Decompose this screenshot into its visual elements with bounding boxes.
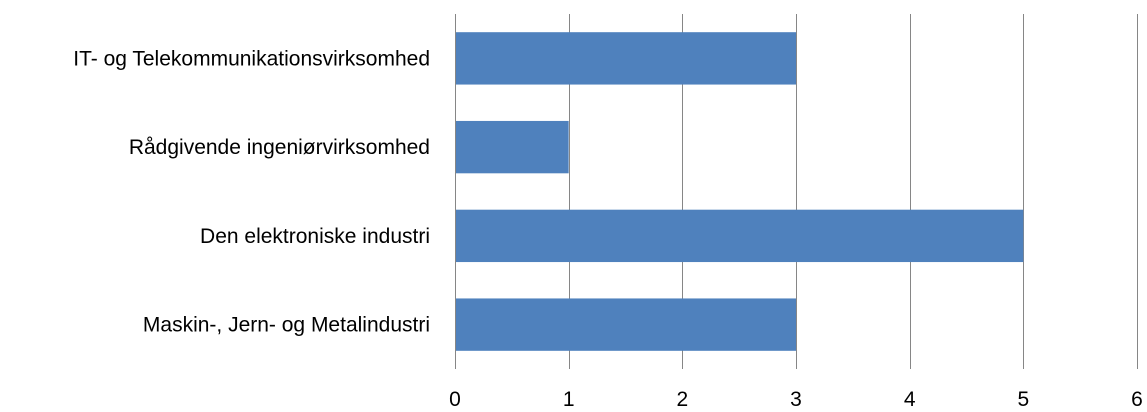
x-tick-labels: 0 1 2 3 4 5 6 bbox=[449, 388, 1143, 411]
x-tick-label: 0 bbox=[449, 388, 461, 411]
x-tick-label: 6 bbox=[1131, 388, 1143, 411]
bar bbox=[456, 209, 1024, 263]
category-label: Maskin-, Jern- og Metalindustri bbox=[143, 314, 430, 337]
category-label: Rådgivende ingeniørvirksomhed bbox=[129, 136, 430, 159]
category-label: IT- og Telekommunikationsvirksomhed bbox=[73, 47, 430, 70]
x-tick-label: 3 bbox=[790, 388, 802, 411]
x-tick-label: 5 bbox=[1017, 388, 1029, 411]
bar bbox=[456, 32, 796, 85]
category-label: Den elektroniske industri bbox=[200, 225, 430, 248]
category-labels: IT- og Telekommunikationsvirksomhed Rådgi… bbox=[73, 47, 430, 336]
bar bbox=[456, 298, 796, 351]
bar bbox=[456, 120, 569, 174]
x-tick-label: 2 bbox=[676, 388, 688, 411]
x-tick-label: 4 bbox=[904, 388, 916, 411]
bars bbox=[456, 32, 1024, 351]
x-tick-label: 1 bbox=[563, 388, 575, 411]
